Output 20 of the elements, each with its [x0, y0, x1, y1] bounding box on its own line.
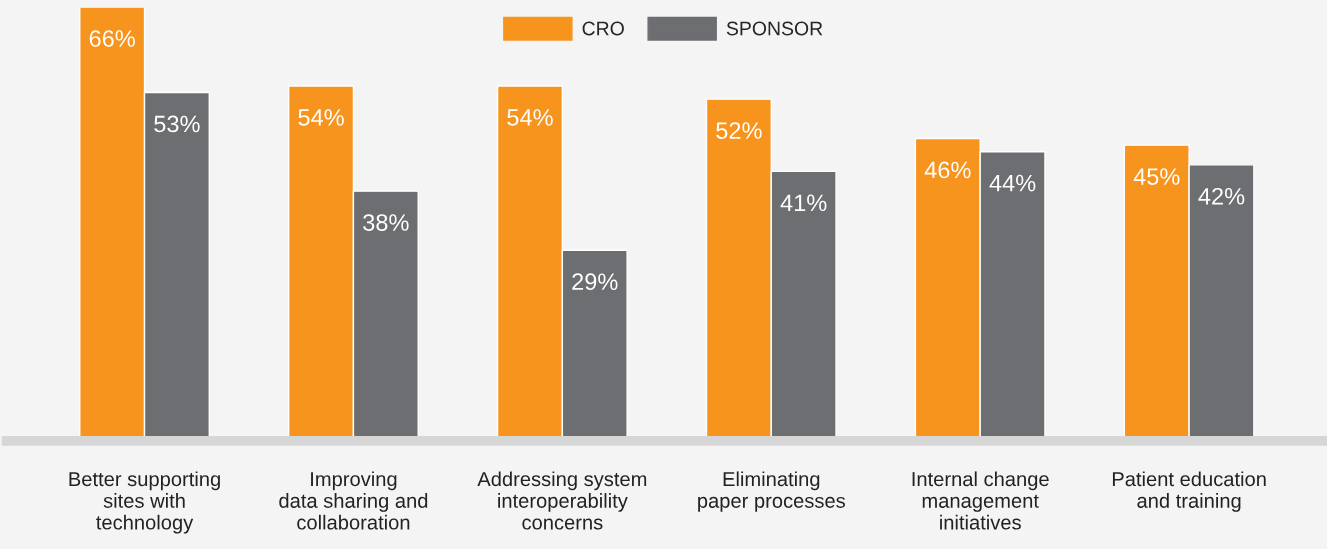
- x-tick-label: Internal change management initiatives: [912, 471, 1049, 530]
- data-label: 66%: [89, 30, 135, 47]
- data-label: 38%: [363, 214, 409, 231]
- data-label: 52%: [716, 122, 762, 139]
- data-label: 54%: [298, 109, 344, 126]
- data-label: 41%: [780, 194, 827, 212]
- data-label: 45%: [1133, 168, 1180, 185]
- x-tick-label: Eliminating paper processes: [698, 471, 845, 512]
- data-label: 29%: [572, 273, 618, 291]
- x-tick-label: Addressing system interoperability concerns: [477, 471, 647, 530]
- data-label: 42%: [1198, 187, 1245, 205]
- x-tick-label: Patient education and training: [1112, 471, 1266, 512]
- data-label: 44%: [989, 174, 1036, 192]
- data-label: 54%: [507, 109, 553, 126]
- x-tick-label: Better supporting sites with technology: [69, 471, 220, 534]
- data-label: 53%: [154, 115, 200, 133]
- data-label: 46%: [924, 161, 971, 179]
- x-tick-label: Improving data sharing and collaboration: [279, 471, 428, 530]
- legend-label: SPONSOR: [726, 21, 823, 36]
- legend-label: CRO: [582, 21, 624, 36]
